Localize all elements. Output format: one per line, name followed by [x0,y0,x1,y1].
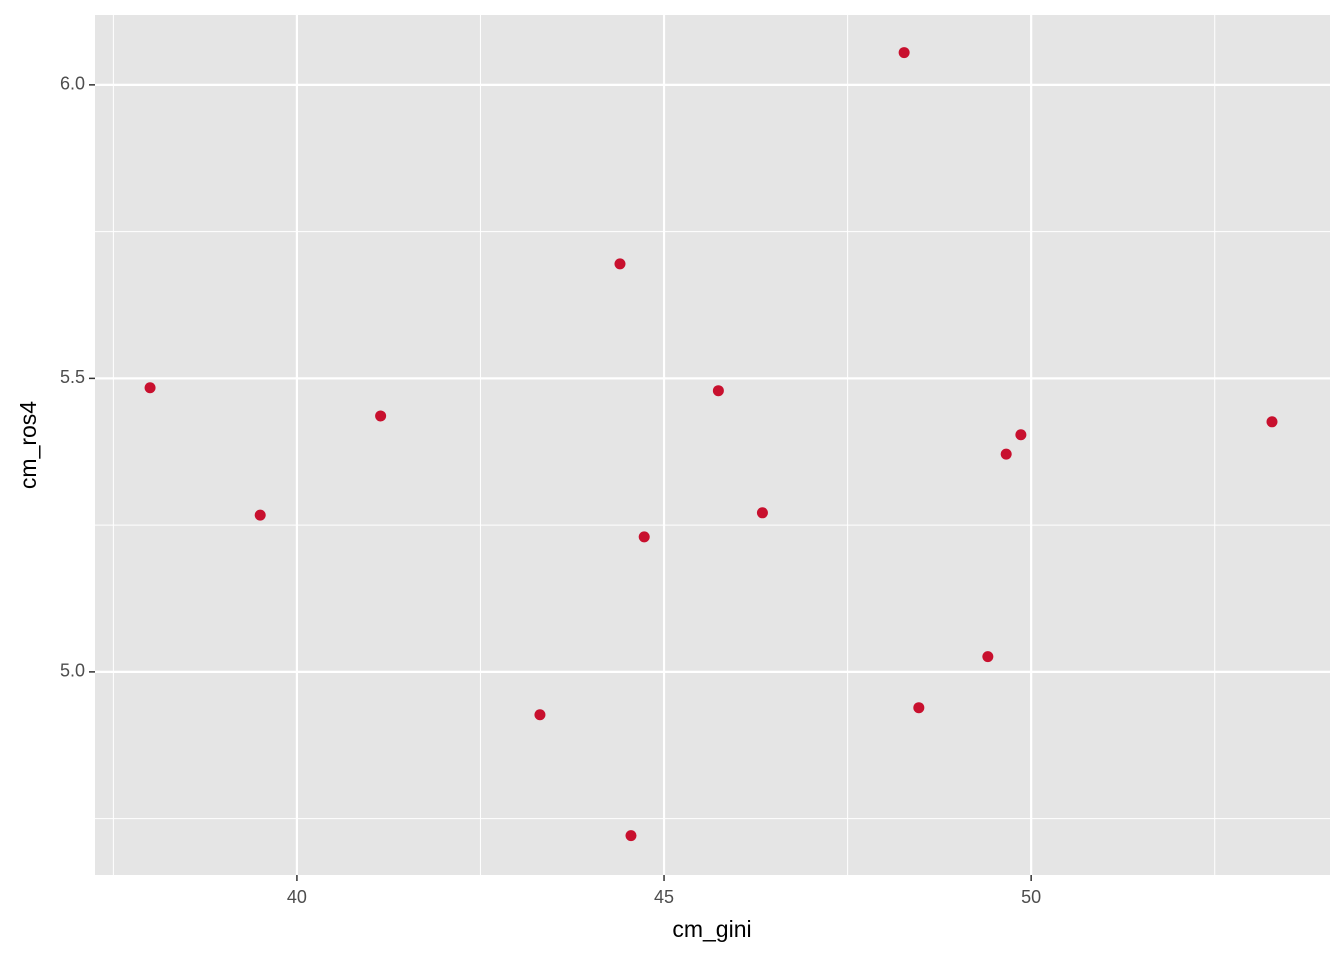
point [614,258,626,270]
point [144,382,156,394]
point [638,531,650,543]
point [982,651,994,663]
point [756,507,768,519]
point [534,709,546,721]
point [913,702,925,714]
point [254,509,266,521]
x-tick-label: 50 [1021,887,1041,907]
point [898,47,910,59]
point [1015,429,1027,441]
panel [95,15,1330,875]
point [1266,416,1278,428]
x-axis-title: cm_gini [672,916,751,942]
point [375,410,387,422]
x-tick-label: 45 [654,887,674,907]
y-axis-title: cm_ros4 [15,401,41,489]
y-tick-label: 6.0 [60,74,85,94]
y-tick-label: 5.5 [60,367,85,387]
point [1000,448,1012,460]
y-tick-label: 5.0 [60,661,85,681]
point [712,385,724,397]
point [625,830,637,842]
x-tick-label: 40 [287,887,307,907]
